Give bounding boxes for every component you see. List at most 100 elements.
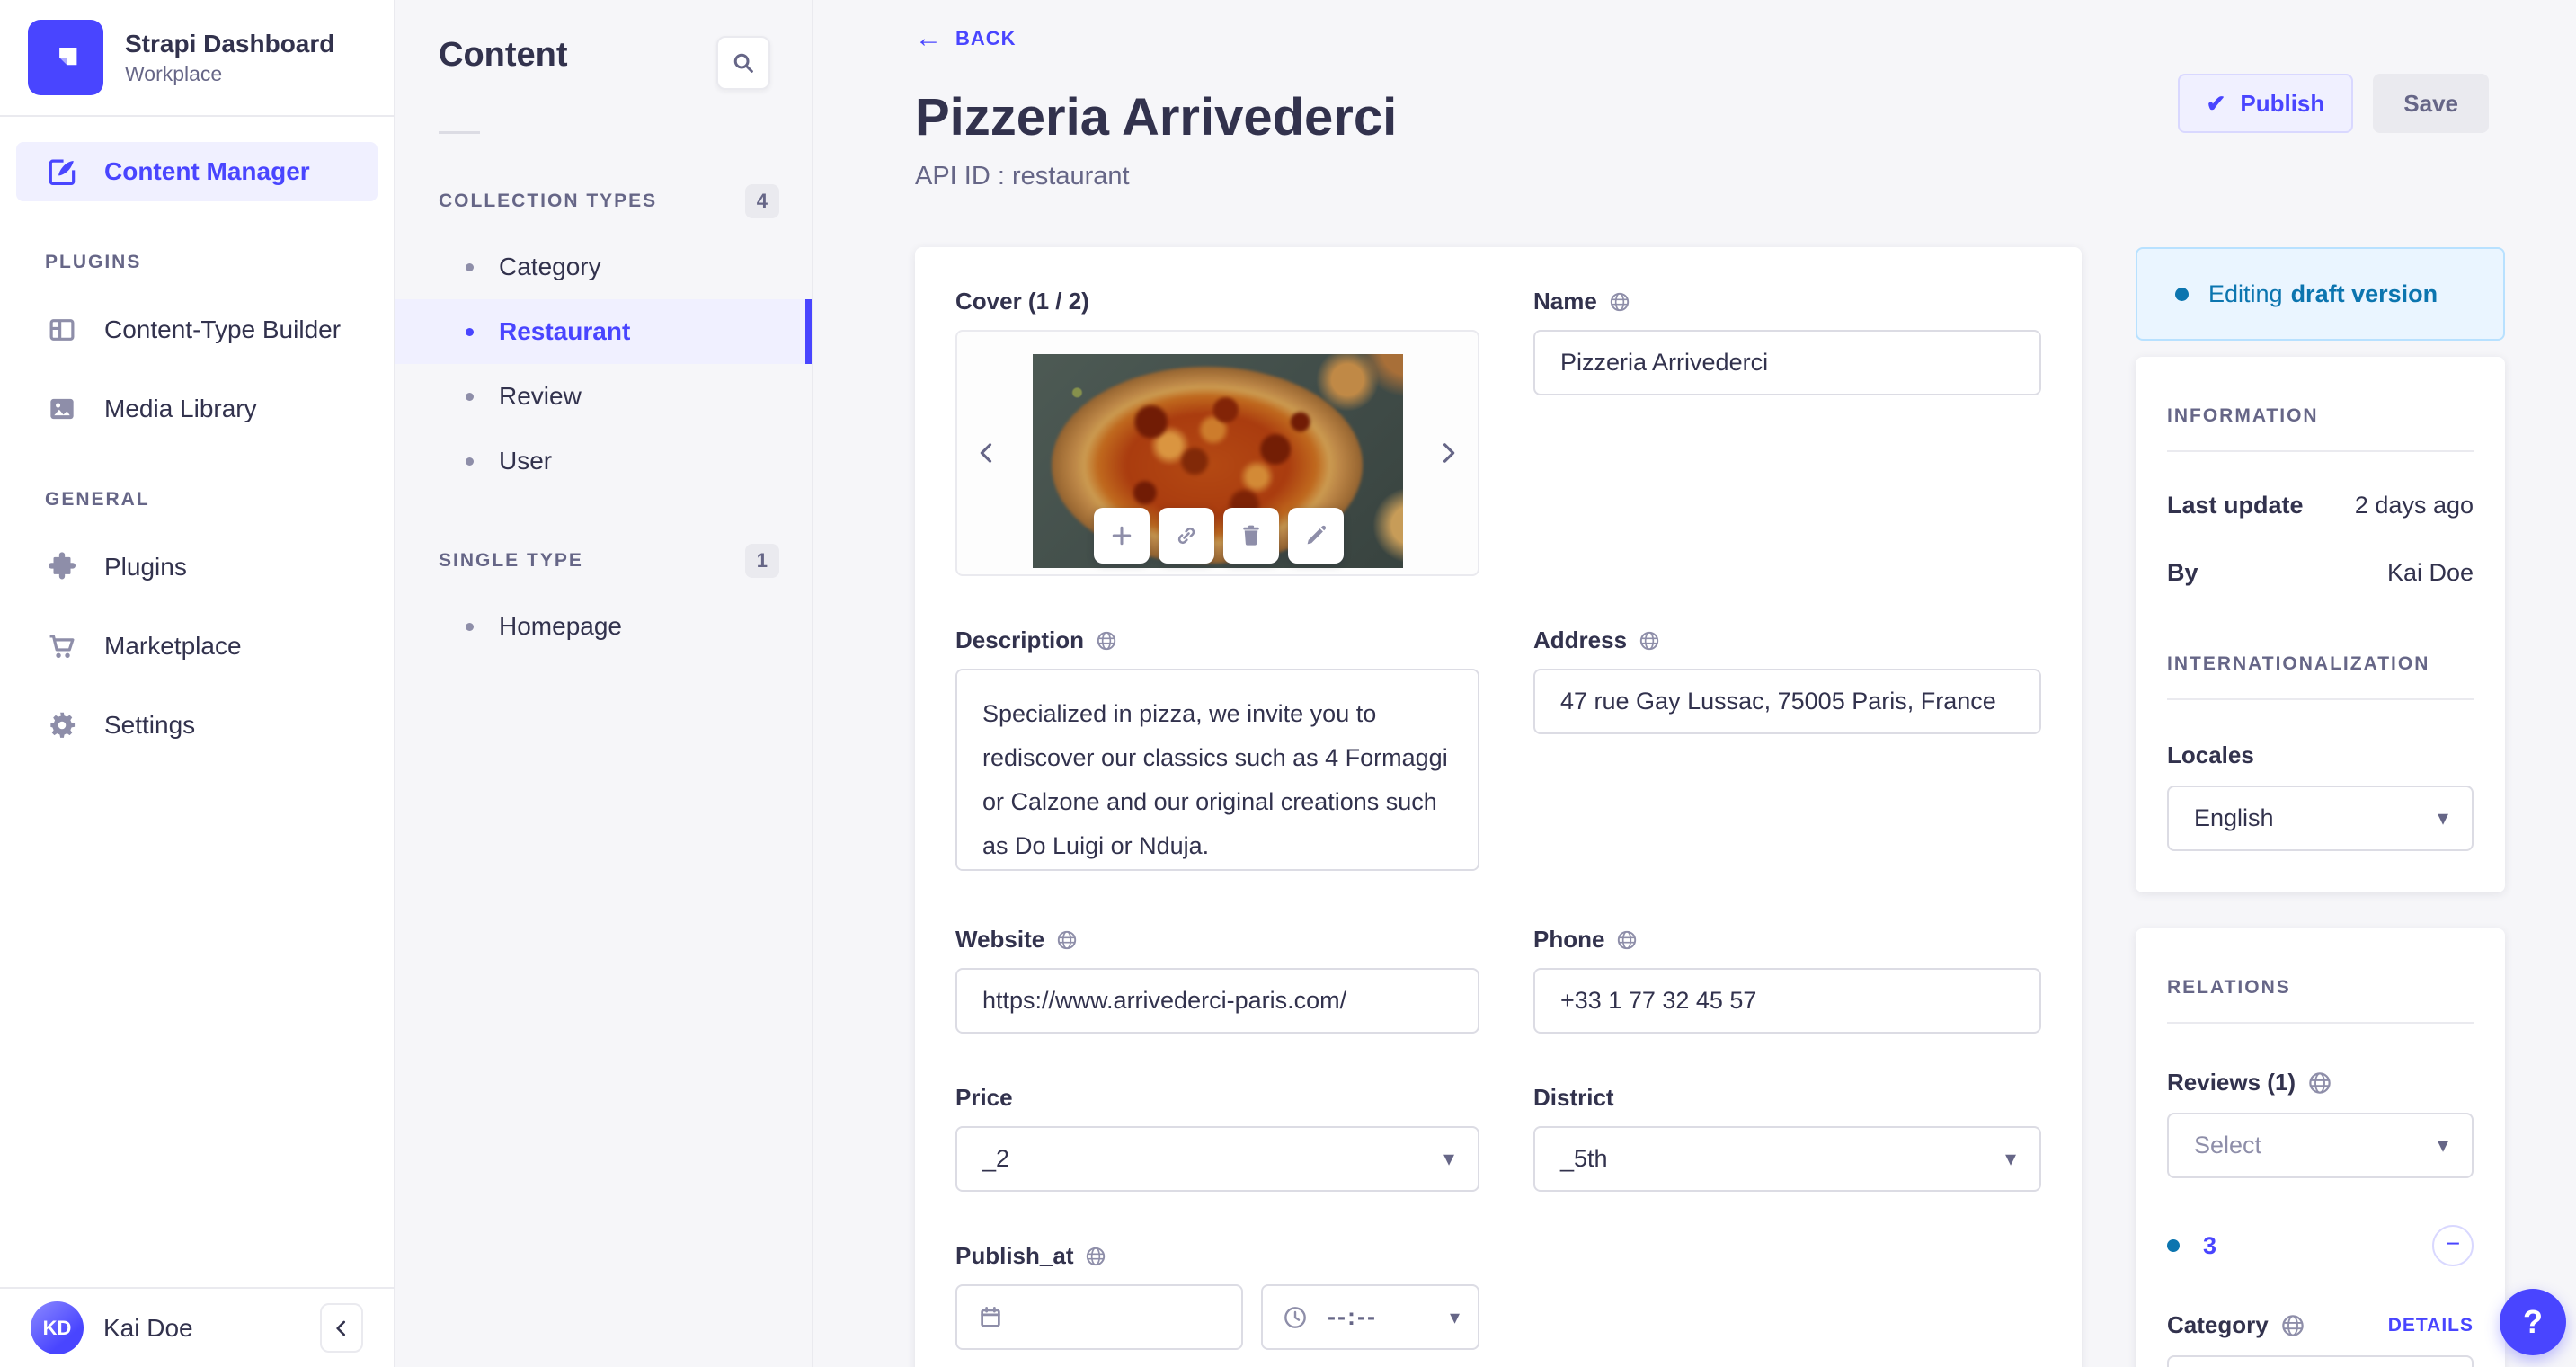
count-badge: 4 — [744, 184, 779, 218]
brand-text: Strapi Dashboard Workplace — [125, 29, 334, 86]
category-select[interactable]: Italian ✕ ▾ — [2167, 1355, 2474, 1367]
sidebar-item-content-manager[interactable]: Content Manager — [16, 142, 378, 201]
price-label: Price — [955, 1084, 1479, 1112]
globe-icon — [1095, 629, 1118, 652]
search-button[interactable] — [716, 36, 770, 90]
district-select[interactable]: _5th ▾ — [1533, 1126, 2041, 1192]
carousel-prev-button[interactable] — [972, 438, 1002, 468]
subnav-item-label: Review — [499, 382, 582, 410]
name-label: Name — [1533, 288, 2041, 315]
reviews-select[interactable]: Select ▾ — [2167, 1113, 2474, 1178]
chevron-down-icon: ▾ — [2437, 806, 2448, 830]
date-picker-input[interactable] — [955, 1284, 1243, 1350]
price-select[interactable]: _2 ▾ — [955, 1126, 1479, 1192]
category-label: Category — [2167, 1311, 2306, 1339]
group-header: COLLECTION TYPES 4 — [395, 184, 812, 218]
sidebar-item-label: Content Manager — [104, 157, 310, 185]
form-grid: Cover (1 / 2) — [955, 288, 2041, 1350]
field-label-text: Address — [1533, 626, 1628, 653]
relation-item-link[interactable]: 3 — [2203, 1231, 2217, 1259]
save-button[interactable]: Save — [2373, 74, 2489, 133]
sidebar-item-media-library[interactable]: Media Library — [16, 379, 378, 439]
row-value: Kai Doe — [2386, 559, 2474, 586]
sidebar-item-content-type-builder[interactable]: Content-Type Builder — [16, 300, 378, 360]
phone-input[interactable] — [1533, 968, 2041, 1034]
address-input[interactable] — [1533, 669, 2041, 734]
globe-icon — [1608, 290, 1631, 314]
search-icon — [733, 53, 753, 73]
pen-feather-icon — [45, 155, 79, 189]
sidebar-item-marketplace[interactable]: Marketplace — [16, 617, 378, 676]
by-row: By Kai Doe — [2167, 559, 2474, 587]
bullet-icon — [466, 392, 474, 401]
globe-icon — [1615, 928, 1639, 952]
globe-icon — [1638, 629, 1661, 652]
group-title: SINGLE TYPE — [439, 550, 583, 571]
puzzle-icon — [45, 550, 79, 584]
row-value: 2 days ago — [2354, 492, 2474, 519]
content-row: Cover (1 / 2) — [915, 247, 2505, 1367]
api-id-subtitle: API ID : restaurant — [915, 162, 1130, 191]
entry-side-panel: Editing draft version INFORMATION Last up… — [2136, 247, 2505, 1367]
draft-status-text: Editing draft version — [2208, 280, 2438, 308]
sidebar-item-plugins[interactable]: Plugins — [16, 537, 378, 597]
name-input[interactable] — [1533, 330, 2041, 395]
website-input[interactable] — [955, 968, 1479, 1034]
delete-asset-button[interactable] — [1223, 508, 1279, 564]
divider — [2167, 1022, 2474, 1024]
edit-asset-button[interactable] — [1288, 508, 1344, 564]
subnav-item-review[interactable]: Review — [395, 364, 812, 429]
time-picker-input[interactable]: --:-- ▾ — [1261, 1284, 1479, 1350]
publish-at-label: Publish_at — [955, 1242, 1479, 1270]
collapse-sidebar-button[interactable] — [320, 1303, 363, 1353]
app-title: Strapi Dashboard — [125, 30, 335, 58]
phone-label: Phone — [1533, 926, 2041, 954]
relations-title: RELATIONS — [2167, 977, 2291, 998]
globe-icon — [2306, 1070, 2333, 1096]
description-field: Description Specialized in pizza, we inv… — [955, 626, 1479, 875]
subnav-item-user[interactable]: User — [395, 429, 812, 493]
address-field: Address — [1533, 626, 2041, 875]
carousel-next-button[interactable] — [1433, 438, 1463, 468]
subnav-item-homepage[interactable]: Homepage — [395, 594, 812, 659]
district-field: District _5th ▾ — [1533, 1084, 2041, 1192]
group-header: SINGLE TYPE 1 — [395, 544, 812, 578]
bullet-icon — [466, 327, 474, 336]
description-textarea[interactable]: Specialized in pizza, we invite you to r… — [955, 669, 1479, 871]
sidebar-item-label: Content-Type Builder — [104, 315, 342, 343]
sidebar-nav: Content Manager PLUGINS Content-Type Bui… — [0, 117, 394, 755]
group-title: COLLECTION TYPES — [439, 191, 658, 211]
cart-icon — [45, 629, 79, 663]
details-link[interactable]: DETAILS — [2387, 1314, 2474, 1336]
check-icon: ✔ — [2206, 89, 2226, 117]
user-avatar[interactable]: KD — [31, 1301, 84, 1354]
publish-button[interactable]: ✔ Publish — [2177, 74, 2354, 133]
add-asset-button[interactable] — [1094, 508, 1150, 564]
remove-relation-button[interactable]: − — [2432, 1225, 2474, 1266]
calendar-icon — [981, 1306, 1000, 1327]
cover-field: Cover (1 / 2) — [955, 288, 1479, 576]
field-label-text: Reviews (1) — [2167, 1069, 2296, 1096]
back-label: BACK — [955, 27, 1017, 49]
sidebar-item-label: Media Library — [104, 395, 257, 422]
reviews-label-row: Reviews (1) — [2167, 1069, 2474, 1096]
subnav-item-restaurant[interactable]: Restaurant — [395, 299, 812, 364]
district-value: _5th — [1560, 1145, 1608, 1172]
back-link[interactable]: ← BACK — [915, 25, 1017, 52]
reviews-placeholder: Select — [2194, 1132, 2262, 1158]
workspace-switcher[interactable]: Strapi Dashboard Workplace — [0, 0, 394, 115]
single-type-group: SINGLE TYPE 1 Homepage — [395, 544, 812, 659]
copy-link-button[interactable] — [1159, 508, 1214, 564]
pencil-icon — [1307, 525, 1327, 545]
price-field: Price _2 ▾ — [955, 1084, 1479, 1192]
sidebar-item-settings[interactable]: Settings — [16, 696, 378, 755]
divider — [2167, 450, 2474, 452]
description-label: Description — [955, 626, 1479, 654]
save-label: Save — [2403, 89, 2458, 117]
field-label-text: District — [1533, 1084, 1614, 1111]
field-label-text: Name — [1533, 288, 1597, 315]
subnav-item-category[interactable]: Category — [395, 235, 812, 299]
help-button[interactable]: ? — [2500, 1289, 2566, 1355]
locale-select[interactable]: English ▾ — [2167, 786, 2474, 851]
relation-item-row: 3 − — [2167, 1225, 2474, 1266]
